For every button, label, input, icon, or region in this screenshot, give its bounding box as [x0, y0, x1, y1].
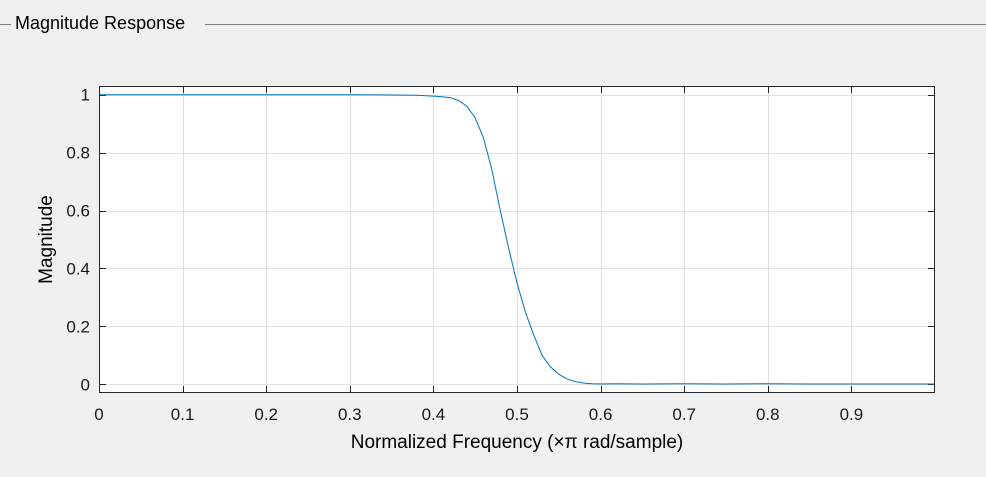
plot-frame	[99, 86, 935, 393]
y-tick-label: 0.8	[66, 144, 90, 163]
x-tick-label: 0.8	[756, 405, 780, 424]
grid-lines	[99, 86, 935, 393]
x-tick-label: 0	[94, 405, 103, 424]
x-tick-label: 0.7	[672, 405, 696, 424]
y-tick-label: 0.6	[66, 202, 90, 221]
x-tick-label: 0.6	[589, 405, 613, 424]
y-tick-label: 1	[81, 86, 90, 105]
y-tick-label: 0	[81, 375, 90, 394]
panel-border-left	[0, 24, 11, 25]
x-tick-label: 0.2	[254, 405, 278, 424]
y-axis-label: Magnitude	[36, 195, 57, 284]
x-tick-label: 0.3	[338, 405, 362, 424]
y-tick-label: 0.2	[66, 317, 90, 336]
x-axis-label: Normalized Frequency (×π rad/sample)	[351, 432, 684, 453]
x-tick-label: 0.4	[422, 405, 446, 424]
magnitude-series-line	[99, 94, 935, 385]
panel-border-right	[205, 24, 986, 25]
y-tick-label: 0.4	[66, 259, 90, 278]
x-tick-label: 0.9	[840, 405, 864, 424]
panel-title: Magnitude Response	[13, 12, 188, 34]
y-tick-labels: 0 0.2 0.4 0.6 0.8 1	[66, 86, 90, 395]
x-tick-label: 0.5	[505, 405, 529, 424]
axis-ticks	[99, 86, 935, 393]
x-tick-labels: 0 0.1 0.2 0.3 0.4 0.5 0.6 0.7 0.8 0.9	[94, 405, 863, 424]
x-tick-label: 0.1	[171, 405, 195, 424]
